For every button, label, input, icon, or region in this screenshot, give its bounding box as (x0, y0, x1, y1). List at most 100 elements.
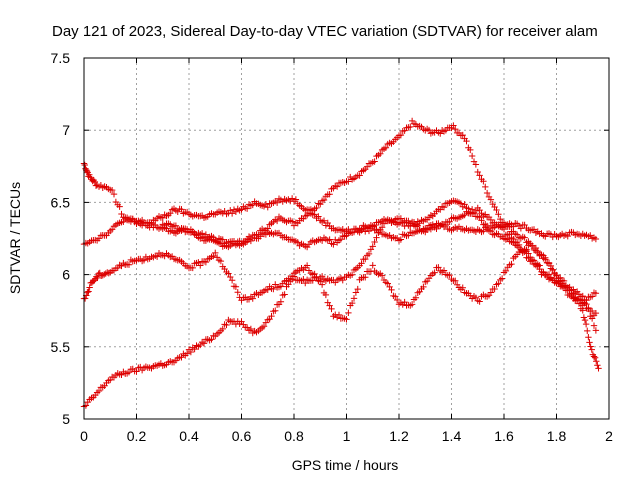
data-point (217, 257, 225, 265)
data-point (467, 146, 474, 154)
data-point (348, 228, 356, 236)
data-point (592, 327, 600, 334)
data-point (326, 191, 333, 198)
data-point (506, 231, 513, 238)
x-tick-label: 1.6 (494, 428, 514, 444)
data-point (85, 288, 92, 295)
data-point (348, 299, 356, 307)
data-point (412, 294, 420, 301)
data-point (317, 200, 324, 208)
data-point (270, 285, 277, 293)
data-point (452, 125, 459, 133)
data-point (594, 362, 601, 369)
data-point (358, 226, 365, 233)
data-point (273, 217, 281, 225)
data-point (86, 284, 93, 291)
data-point (585, 334, 592, 341)
data-point (452, 277, 459, 284)
data-point (303, 262, 311, 269)
data-point (81, 295, 89, 302)
data-point (326, 236, 333, 243)
data-point (525, 250, 532, 257)
data-point (515, 241, 523, 249)
y-tick-label: 5.5 (51, 339, 71, 355)
data-point (311, 211, 318, 218)
data-point (247, 325, 255, 333)
data-point (371, 158, 378, 165)
x-axis-label: GPS time / hours (292, 457, 399, 473)
data-point (94, 274, 101, 282)
data-point (588, 293, 596, 300)
data-point (264, 204, 271, 211)
data-point (81, 161, 88, 169)
data-point (446, 218, 453, 226)
data-point (318, 281, 326, 288)
data-point (384, 280, 391, 287)
data-point (474, 168, 481, 176)
data-point (348, 271, 356, 278)
y-tick-label: 7 (62, 122, 70, 138)
data-point (320, 196, 328, 204)
data-point (92, 182, 100, 189)
data-point (333, 183, 341, 190)
data-point (219, 236, 226, 243)
data-point (362, 255, 369, 263)
data-point (350, 295, 358, 302)
data-point (197, 262, 204, 269)
data-point (480, 178, 487, 185)
data-point (183, 350, 191, 357)
data-point (257, 233, 264, 240)
data-point (495, 211, 502, 218)
data-point (463, 137, 470, 145)
data-point (343, 316, 350, 323)
data-point (553, 271, 560, 279)
data-point (397, 131, 405, 139)
data-point (407, 123, 414, 131)
x-tick-label: 1.2 (389, 428, 409, 444)
x-tick-label: 1.8 (547, 428, 567, 444)
data-point (425, 126, 433, 134)
data-point (330, 241, 337, 248)
data-point (459, 131, 466, 139)
data-point (335, 311, 343, 319)
data-point (354, 285, 361, 293)
data-point (377, 226, 384, 234)
data-point (517, 225, 525, 232)
data-point (592, 235, 600, 243)
data-point (588, 346, 595, 353)
data-point (450, 122, 457, 129)
data-point (305, 206, 313, 214)
data-point (363, 163, 371, 170)
data-point (272, 307, 279, 314)
data-point (243, 205, 251, 212)
data-point (440, 267, 448, 274)
data-point (405, 232, 412, 239)
data-point (313, 273, 320, 280)
data-point (476, 172, 483, 179)
data-point (228, 210, 236, 217)
data-point (369, 262, 376, 269)
x-tick-label: 2 (605, 428, 613, 444)
data-point (590, 322, 598, 329)
data-point (582, 320, 590, 328)
data-point (382, 144, 390, 151)
data-point (566, 283, 573, 291)
data-point (208, 336, 215, 343)
data-point (326, 302, 333, 309)
data-point (393, 296, 401, 304)
data-point (593, 358, 600, 365)
data-point (579, 292, 586, 300)
data-point (249, 201, 256, 209)
chart-title: Day 121 of 2023, Sidereal Day-to-day VTE… (52, 23, 598, 40)
data-point (352, 289, 360, 296)
data-point (189, 264, 196, 272)
data-point (446, 271, 453, 279)
data-point (502, 267, 510, 275)
data-point (530, 226, 538, 233)
data-point (510, 235, 517, 243)
data-point (378, 272, 386, 279)
data-point (414, 222, 421, 229)
x-tick-label: 0.2 (127, 428, 147, 444)
data-point (585, 305, 592, 313)
data-point (212, 249, 219, 257)
